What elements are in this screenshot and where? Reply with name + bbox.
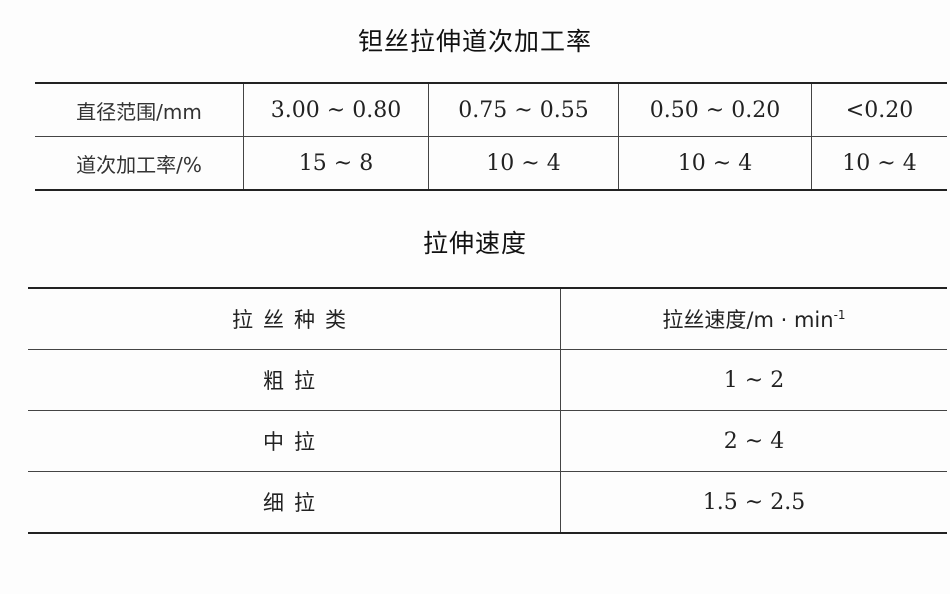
table-cell: 3.00 ~ 0.80 [243, 83, 429, 137]
table1-title: 钽丝拉伸道次加工率 [357, 27, 592, 56]
drawing-speed-table: 拉丝种类 拉丝速度/m · min-1 粗拉 1 ~ 2 中拉 2 ~ 4 细拉… [28, 287, 947, 534]
column-header-text: 拉丝速度/m · min [662, 308, 834, 332]
table-cell: 粗拉 [28, 349, 561, 411]
table-cell: 15 ~ 8 [243, 136, 429, 190]
table-cell: 0.75 ~ 0.55 [428, 83, 619, 137]
column-header: 拉丝速度/m · min-1 [560, 288, 947, 350]
table-cell: 1 ~ 2 [560, 349, 947, 411]
row-header: 道次加工率/% [76, 152, 202, 177]
table2-title: 拉伸速度 [422, 229, 527, 258]
table-cell: 1.5 ~ 2.5 [702, 489, 806, 515]
table-cell: 10 ~ 4 [811, 136, 947, 190]
table-cell: 细拉 [28, 471, 561, 533]
table-cell: <0.20 [811, 83, 947, 137]
table-row: 道次加工率/% 15 ~ 8 10 ~ 4 10 ~ 4 10 ~ 4 [35, 136, 947, 190]
table-cell: 0.50 ~ 0.20 [618, 83, 812, 137]
table-row: 中拉 2 ~ 4 [28, 410, 947, 472]
table-cell: 2 ~ 4 [560, 410, 947, 472]
table-cell: 中拉 [28, 410, 561, 472]
row-header: 直径范围/mm [35, 83, 244, 137]
table-row: 粗拉 1 ~ 2 [28, 349, 947, 411]
drawing-pass-reduction-table: 直径范围/mm 3.00 ~ 0.80 0.75 ~ 0.55 0.50 ~ 0… [35, 82, 947, 191]
table-cell: 10 ~ 4 [428, 136, 619, 190]
column-header: 拉丝种类 [28, 288, 561, 350]
table-row: 直径范围/mm 3.00 ~ 0.80 0.75 ~ 0.55 0.50 ~ 0… [35, 83, 947, 137]
table-row: 细拉 1.5 ~ 2.5 [28, 471, 947, 533]
unit-exponent: -1 [833, 308, 846, 322]
table-header-row: 拉丝种类 拉丝速度/m · min-1 [28, 288, 947, 350]
table-cell: 10 ~ 4 [618, 136, 812, 190]
